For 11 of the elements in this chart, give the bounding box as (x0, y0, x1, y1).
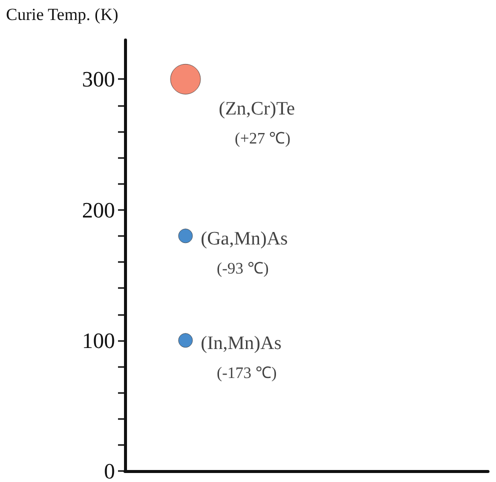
y-tick-label: 100 (82, 328, 115, 353)
annotation: (-93 ℃) (216, 260, 269, 278)
y-tick-label: 200 (82, 197, 115, 222)
y-axis-title: Curie Temp. (K) (6, 5, 118, 24)
annotation: (-173 ℃) (216, 364, 277, 382)
y-tick-label: 300 (82, 66, 115, 92)
series-label: (Ga,Mn)As (200, 228, 288, 250)
y-tick-label: 0 (104, 458, 115, 482)
annotation: (+27 ℃) (234, 130, 290, 148)
series-label: (In,Mn)As (200, 332, 282, 354)
series-label: (Zn,Cr)Te (218, 98, 295, 120)
